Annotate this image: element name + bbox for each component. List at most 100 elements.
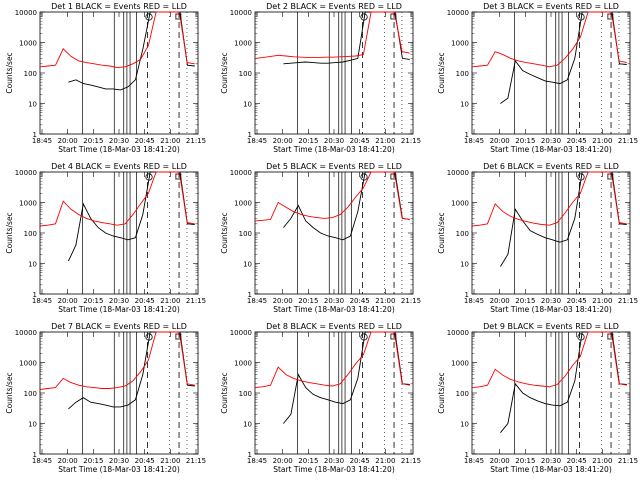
x-tick-label: 20:15 bbox=[515, 137, 535, 145]
y-tick-label: 1 bbox=[33, 131, 37, 139]
y-tick-label: 1000 bbox=[234, 200, 252, 208]
series-line-events bbox=[283, 171, 410, 241]
x-axis-label: Start Time (18-Mar-03 18:41:20) bbox=[490, 145, 612, 154]
x-tick-label: 20:00 bbox=[490, 137, 510, 145]
x-tick-label: 20:00 bbox=[490, 457, 510, 465]
y-tick-label: 100 bbox=[24, 70, 37, 78]
y-tick-label: 100 bbox=[456, 70, 469, 78]
y-tick-label: 10 bbox=[243, 101, 252, 109]
x-axis-label: Start Time (18-Mar-03 18:41:20) bbox=[58, 305, 180, 314]
x-tick-label: 21:00 bbox=[160, 297, 180, 305]
y-tick-label: 100 bbox=[456, 230, 469, 238]
series-line-lld bbox=[254, 331, 410, 389]
panel-frame bbox=[471, 11, 631, 135]
y-tick-label: 10 bbox=[28, 421, 37, 429]
marker-square bbox=[390, 173, 397, 180]
y-tick-label: 1 bbox=[33, 291, 37, 299]
x-tick-label: 21:00 bbox=[592, 457, 612, 465]
y-tick-label: 1000 bbox=[19, 40, 37, 48]
y-axis-label: Counts/sec bbox=[5, 212, 14, 253]
series-line-events bbox=[68, 11, 195, 91]
x-tick-label: 20:15 bbox=[83, 457, 103, 465]
marker-circle bbox=[577, 333, 585, 341]
x-tick-label: 20:45 bbox=[350, 457, 370, 465]
panel-title: Det 8 BLACK = Events RED = LLD bbox=[266, 322, 402, 331]
x-tick-label: 18:45 bbox=[32, 137, 52, 145]
y-tick-label: 10000 bbox=[15, 9, 37, 17]
panel-frame bbox=[471, 171, 631, 295]
y-tick-label: 10 bbox=[243, 261, 252, 269]
x-tick-label: 21:00 bbox=[160, 137, 180, 145]
panel-title: Det 2 BLACK = Events RED = LLD bbox=[266, 2, 402, 11]
x-tick-label: 18:45 bbox=[247, 457, 267, 465]
y-tick-label: 1000 bbox=[19, 200, 37, 208]
marker-square bbox=[175, 333, 182, 340]
x-tick-label: 18:45 bbox=[32, 297, 52, 305]
x-tick-label: 20:00 bbox=[58, 297, 78, 305]
marker-square bbox=[607, 13, 614, 20]
x-tick-label: 20:45 bbox=[350, 297, 370, 305]
y-tick-label: 1 bbox=[465, 131, 469, 139]
y-tick-label: 10 bbox=[460, 101, 469, 109]
panel-title: Det 7 BLACK = Events RED = LLD bbox=[51, 322, 187, 331]
y-axis-label: Counts/sec bbox=[220, 372, 229, 413]
y-tick-label: 10 bbox=[243, 421, 252, 429]
panel-frame bbox=[39, 11, 199, 135]
x-tick-label: 20:45 bbox=[567, 137, 587, 145]
y-tick-label: 10 bbox=[460, 261, 469, 269]
x-tick-label: 20:30 bbox=[541, 137, 561, 145]
y-axis-label: Counts/sec bbox=[220, 52, 229, 93]
x-tick-label: 20:45 bbox=[350, 137, 370, 145]
x-tick-label: 20:15 bbox=[515, 457, 535, 465]
y-tick-label: 1 bbox=[248, 131, 252, 139]
panel-title: Det 5 BLACK = Events RED = LLD bbox=[266, 162, 402, 171]
x-tick-label: 20:30 bbox=[324, 457, 344, 465]
marker-square bbox=[390, 333, 397, 340]
x-tick-label: 21:00 bbox=[160, 457, 180, 465]
panel-title: Det 4 BLACK = Events RED = LLD bbox=[51, 162, 187, 171]
panel-frame bbox=[254, 331, 414, 455]
x-tick-label: 21:00 bbox=[375, 137, 395, 145]
x-axis-label: Start Time (18-Mar-03 18:41:20) bbox=[273, 305, 395, 314]
y-tick-label: 1 bbox=[465, 291, 469, 299]
x-tick-label: 20:15 bbox=[298, 297, 318, 305]
y-tick-label: 100 bbox=[239, 70, 252, 78]
series-line-lld bbox=[39, 11, 195, 69]
marker-circle bbox=[577, 13, 585, 21]
x-tick-label: 18:45 bbox=[464, 457, 484, 465]
y-axis-label: Counts/sec bbox=[220, 212, 229, 253]
y-tick-label: 10000 bbox=[230, 329, 252, 337]
x-tick-label: 21:15 bbox=[618, 137, 638, 145]
x-tick-label: 20:30 bbox=[109, 457, 129, 465]
panel-frame bbox=[39, 171, 199, 295]
marker-square bbox=[390, 13, 397, 20]
x-tick-label: 20:00 bbox=[273, 457, 293, 465]
x-tick-label: 21:00 bbox=[375, 457, 395, 465]
x-tick-label: 20:15 bbox=[515, 297, 535, 305]
y-tick-label: 100 bbox=[456, 390, 469, 398]
x-axis-label: Start Time (18-Mar-03 18:41:20) bbox=[58, 145, 180, 154]
panel-frame bbox=[254, 171, 414, 295]
y-tick-label: 1000 bbox=[451, 40, 469, 48]
marker-circle bbox=[360, 13, 368, 21]
y-tick-label: 1000 bbox=[19, 360, 37, 368]
series-line-lld bbox=[39, 171, 195, 227]
y-tick-label: 1 bbox=[465, 451, 469, 459]
y-axis-label: Counts/sec bbox=[5, 52, 14, 93]
series-line-lld bbox=[471, 171, 627, 227]
x-tick-label: 20:30 bbox=[109, 137, 129, 145]
y-tick-label: 10000 bbox=[447, 329, 469, 337]
marker-circle bbox=[145, 173, 153, 181]
x-tick-label: 18:45 bbox=[247, 137, 267, 145]
marker-circle bbox=[577, 173, 585, 181]
x-tick-label: 20:45 bbox=[135, 297, 155, 305]
marker-square bbox=[175, 173, 182, 180]
panel-frame bbox=[39, 331, 199, 455]
y-axis-label: Counts/sec bbox=[437, 372, 446, 413]
series-line-events bbox=[283, 331, 410, 424]
x-tick-label: 20:45 bbox=[135, 137, 155, 145]
x-tick-label: 21:15 bbox=[618, 297, 638, 305]
y-tick-label: 100 bbox=[239, 390, 252, 398]
